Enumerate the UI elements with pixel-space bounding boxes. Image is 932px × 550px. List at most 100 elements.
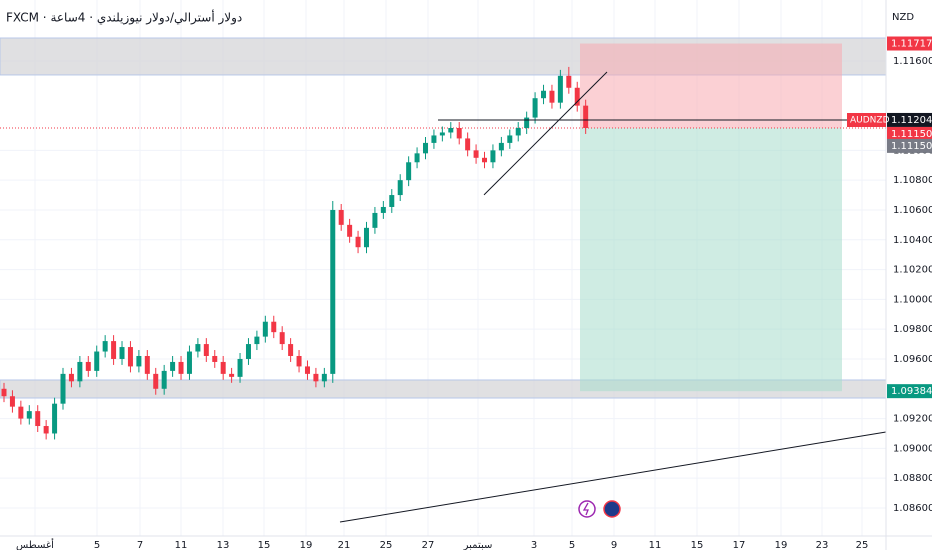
currency: NZD xyxy=(892,12,914,23)
candle-body xyxy=(363,227,369,248)
x-tick-label: 19 xyxy=(300,540,313,550)
candle-body xyxy=(186,351,192,374)
candle-body xyxy=(347,224,353,237)
y-tick-label: 1.08600 xyxy=(893,503,932,514)
hline-label-bg xyxy=(887,112,932,127)
candle-body xyxy=(498,142,504,151)
candle-body xyxy=(380,206,386,213)
candle-body xyxy=(414,153,420,163)
x-tick-label: 7 xyxy=(137,540,143,550)
x-tick-label: 19 xyxy=(775,540,788,550)
candle-body xyxy=(524,117,530,129)
candle-body xyxy=(456,128,462,139)
x-tick-label: 25 xyxy=(856,540,869,550)
candle-body xyxy=(195,344,201,352)
x-tick-label: أغسطس xyxy=(16,538,54,550)
candle-body xyxy=(313,373,319,382)
x-tick-label: 25 xyxy=(380,540,393,550)
x-tick-label: 15 xyxy=(691,540,704,550)
candle-body xyxy=(237,358,243,377)
candle-body xyxy=(119,347,125,359)
trend-line xyxy=(483,71,608,196)
y-tick-label: 1.09000 xyxy=(893,443,932,454)
x-tick-label: 27 xyxy=(422,540,435,550)
candle-body xyxy=(18,406,24,419)
candle-body xyxy=(549,90,555,103)
candle-body xyxy=(397,180,403,196)
candle-body xyxy=(583,105,589,129)
candle-body xyxy=(304,366,310,374)
hline-label: 1.11204 xyxy=(891,115,932,126)
candle-body xyxy=(111,341,117,359)
candle-body xyxy=(144,355,150,374)
candle-body xyxy=(35,411,41,427)
candle-body xyxy=(153,373,159,389)
candle-body xyxy=(170,361,176,371)
target-area xyxy=(580,128,842,392)
y-tick-label: 1.08800 xyxy=(893,473,932,484)
entry-label-bg xyxy=(887,138,932,153)
candle-body xyxy=(574,87,580,106)
plot-layer xyxy=(0,0,887,536)
target-label: 1.09384 xyxy=(891,386,932,397)
x-tick-label: 11 xyxy=(175,540,188,550)
candle-body xyxy=(102,341,108,352)
candle-body xyxy=(482,157,488,163)
candle-body xyxy=(178,361,184,374)
candle-body xyxy=(515,128,521,136)
candle-body xyxy=(389,195,395,207)
y-tick-label: 1.10600 xyxy=(893,205,932,216)
candle-body xyxy=(541,90,547,99)
candle-body xyxy=(372,212,378,228)
candle-body xyxy=(203,344,209,356)
x-tick-label: 21 xyxy=(338,540,351,550)
y-tick-label: 1.10200 xyxy=(893,265,932,276)
candle-body xyxy=(355,236,361,248)
candle-body xyxy=(557,75,563,103)
candle-body xyxy=(330,209,336,374)
candle-body xyxy=(566,75,572,88)
y-tick-label: 1.09600 xyxy=(893,354,932,365)
x-tick-label: سبتمبر xyxy=(463,540,493,550)
candle-body xyxy=(245,344,251,359)
symbol-label: AUDNZD xyxy=(850,116,890,126)
x-tick-label: 9 xyxy=(611,540,617,550)
x-tick-label: 11 xyxy=(649,540,662,550)
candle-body xyxy=(431,135,437,143)
candle-body xyxy=(85,361,91,371)
candle-body xyxy=(279,332,285,345)
y-tick-label: 1.10400 xyxy=(893,235,932,246)
candle-body xyxy=(465,138,471,151)
candle-body xyxy=(321,373,327,382)
flag-icon[interactable] xyxy=(603,500,621,518)
candle-body xyxy=(94,351,100,371)
x-tick-label: 15 xyxy=(258,540,271,550)
candle-body xyxy=(52,403,58,434)
y-tick-label: 1.09800 xyxy=(893,324,932,335)
candle-body xyxy=(43,426,49,434)
price-label: 1.11150 xyxy=(891,129,932,140)
y-tick-label: 1.10800 xyxy=(893,175,932,186)
stop-label: 1.11717 xyxy=(891,39,932,50)
candle-body xyxy=(406,162,412,181)
candle-body xyxy=(296,355,302,367)
y-tick-label: 1.09200 xyxy=(893,414,932,425)
candle-body xyxy=(262,321,268,337)
symbol-label-bg xyxy=(847,113,886,128)
y-tick-label: 1.11600 xyxy=(893,56,932,67)
target-label-bg xyxy=(887,384,932,399)
candle-body xyxy=(161,370,167,389)
trend-line xyxy=(339,431,887,523)
candle-body xyxy=(448,128,454,133)
candle-body xyxy=(26,411,32,419)
candle-body xyxy=(77,361,83,382)
price-label-bg xyxy=(887,126,932,141)
event-icon[interactable] xyxy=(578,500,596,518)
candle-body xyxy=(507,135,513,143)
candle-body xyxy=(68,373,74,382)
x-tick-label: 13 xyxy=(217,540,230,550)
stop-label-bg xyxy=(887,36,932,51)
candle-body xyxy=(220,361,226,374)
entry-label: 1.11150 xyxy=(891,141,932,152)
